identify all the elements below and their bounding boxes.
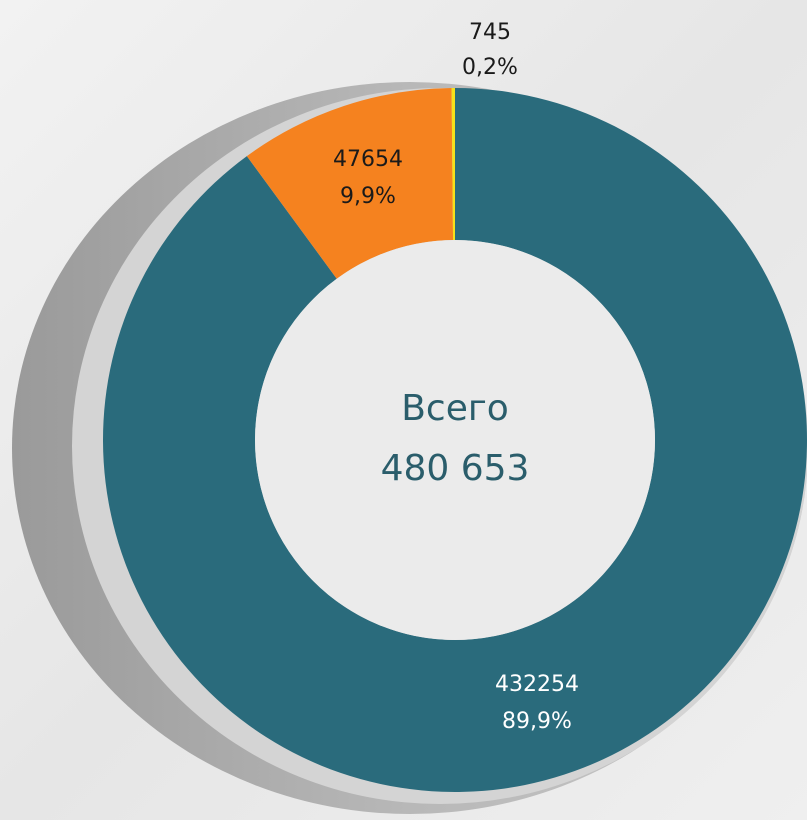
center-label: Всего bbox=[401, 388, 509, 429]
center-total: 480 653 bbox=[381, 448, 530, 489]
donut-slice bbox=[103, 88, 807, 792]
value-label: 745 bbox=[469, 20, 511, 45]
donut-slice bbox=[246, 88, 454, 279]
value-label: 47654 bbox=[333, 147, 403, 172]
percent-label: 0,2% bbox=[462, 55, 518, 80]
value-label: 432254 bbox=[495, 672, 579, 697]
percent-label: 9,9% bbox=[340, 184, 396, 209]
percent-label: 89,9% bbox=[502, 709, 572, 734]
donut-hole bbox=[255, 240, 655, 640]
donut-slice bbox=[451, 88, 455, 241]
